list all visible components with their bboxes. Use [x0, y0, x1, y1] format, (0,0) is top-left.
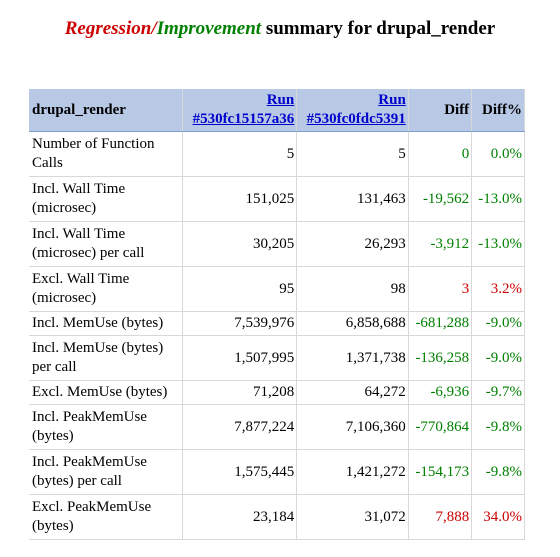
page-title: Regression/Improvement summary for drupa…	[0, 18, 560, 40]
metric-name: Excl. Wall Time (microsec)	[29, 266, 183, 312]
diff-percent-value: -9.8%	[471, 404, 525, 450]
diff-value: -136,258	[408, 335, 473, 381]
metric-name: Incl. PeakMemUse (bytes) per call	[29, 449, 183, 495]
header-diff: Diff	[408, 89, 473, 132]
table-row: Incl. MemUse (bytes) 7,539,976 6,858,688…	[29, 311, 525, 336]
diff-value: -6,936	[408, 380, 473, 405]
table-row: Excl. PeakMemUse (bytes) 23,184 31,072 7…	[29, 494, 525, 540]
run-2-value: 7,106,360	[296, 404, 409, 450]
table-row: Incl. PeakMemUse (bytes) per call 1,575,…	[29, 449, 525, 495]
run-1-link-label: Run	[266, 92, 295, 108]
table-row: Number of Function Calls 5 5 0 0.0%	[29, 131, 525, 177]
header-run-1: Run #530fc15157a36	[182, 89, 298, 132]
run-2-link-id: #530fc0fdc5391	[306, 111, 406, 127]
run-1-value: 71,208	[182, 380, 298, 405]
run-2-value: 6,858,688	[296, 311, 409, 336]
table-row: Incl. PeakMemUse (bytes) 7,877,224 7,106…	[29, 404, 525, 450]
title-slash: /	[151, 18, 157, 39]
table-row: Incl. Wall Time (microsec) per call 30,2…	[29, 221, 525, 267]
run-2-value: 131,463	[296, 176, 409, 222]
metric-name: Incl. Wall Time (microsec)	[29, 176, 183, 222]
table-row: Excl. Wall Time (microsec) 95 98 3 3.2%	[29, 266, 525, 312]
run-2-value: 1,421,272	[296, 449, 409, 495]
diff-value: -154,173	[408, 449, 473, 495]
header-function-name: drupal_render	[29, 89, 183, 132]
diff-value: -681,288	[408, 311, 473, 336]
run-2-link[interactable]: Run #530fc0fdc5391	[307, 92, 406, 127]
metric-name: Excl. MemUse (bytes)	[29, 380, 183, 405]
run-1-value: 7,539,976	[182, 311, 298, 336]
run-1-value: 1,507,995	[182, 335, 298, 381]
run-1-value: 151,025	[182, 176, 298, 222]
metric-name: Excl. PeakMemUse (bytes)	[29, 494, 183, 540]
table-row: Excl. MemUse (bytes) 71,208 64,272 -6,93…	[29, 380, 525, 405]
diff-percent-value: -9.0%	[471, 311, 525, 336]
table-row: Incl. MemUse (bytes) per call 1,507,995 …	[29, 335, 525, 381]
header-run-2: Run #530fc0fdc5391	[296, 89, 409, 132]
table-header-row: drupal_render Run #530fc15157a36 Run #530f…	[29, 89, 525, 132]
run-1-value: 95	[182, 266, 298, 312]
run-2-link-label: Run	[378, 92, 406, 108]
run-2-value: 31,072	[296, 494, 409, 540]
run-1-value: 23,184	[182, 494, 298, 540]
header-diff-percent: Diff%	[471, 89, 525, 132]
diff-value: 7,888	[408, 494, 473, 540]
metric-name: Incl. MemUse (bytes)	[29, 311, 183, 336]
run-1-value: 5	[182, 131, 298, 177]
table-body: Number of Function Calls 5 5 0 0.0% Incl…	[29, 131, 525, 540]
run-1-value: 7,877,224	[182, 404, 298, 450]
diff-percent-value: -13.0%	[471, 221, 525, 267]
diff-value: 0	[408, 131, 473, 177]
diff-value: -3,912	[408, 221, 473, 267]
title-regression-word: Regression	[64, 18, 152, 39]
diff-percent-value: -13.0%	[471, 176, 525, 222]
run-2-value: 1,371,738	[296, 335, 409, 381]
diff-percent-value: -9.8%	[471, 449, 525, 495]
run-1-value: 1,575,445	[182, 449, 298, 495]
summary-table: drupal_render Run #530fc15157a36 Run #530f…	[29, 89, 525, 540]
title-rest: summary for drupal_render	[261, 18, 496, 39]
diff-percent-value: -9.0%	[471, 335, 525, 381]
run-2-value: 98	[296, 266, 409, 312]
run-2-value: 5	[296, 131, 409, 177]
table-row: Incl. Wall Time (microsec) 151,025 131,4…	[29, 176, 525, 222]
title-improvement-word: Improvement	[156, 18, 262, 39]
diff-percent-value: -9.7%	[471, 380, 525, 405]
diff-value: -19,562	[408, 176, 473, 222]
diff-value: 3	[408, 266, 473, 312]
run-1-link[interactable]: Run #530fc15157a36	[193, 92, 295, 127]
run-1-link-id: #530fc15157a36	[192, 111, 295, 127]
run-1-value: 30,205	[182, 221, 298, 267]
run-2-value: 26,293	[296, 221, 409, 267]
metric-name: Incl. Wall Time (microsec) per call	[29, 221, 183, 267]
metric-name: Incl. PeakMemUse (bytes)	[29, 404, 183, 450]
metric-name: Incl. MemUse (bytes) per call	[29, 335, 183, 381]
diff-percent-value: 34.0%	[471, 494, 525, 540]
diff-value: -770,864	[408, 404, 473, 450]
run-2-value: 64,272	[296, 380, 409, 405]
diff-percent-value: 3.2%	[471, 266, 525, 312]
metric-name: Number of Function Calls	[29, 131, 183, 177]
diff-percent-value: 0.0%	[471, 131, 525, 177]
